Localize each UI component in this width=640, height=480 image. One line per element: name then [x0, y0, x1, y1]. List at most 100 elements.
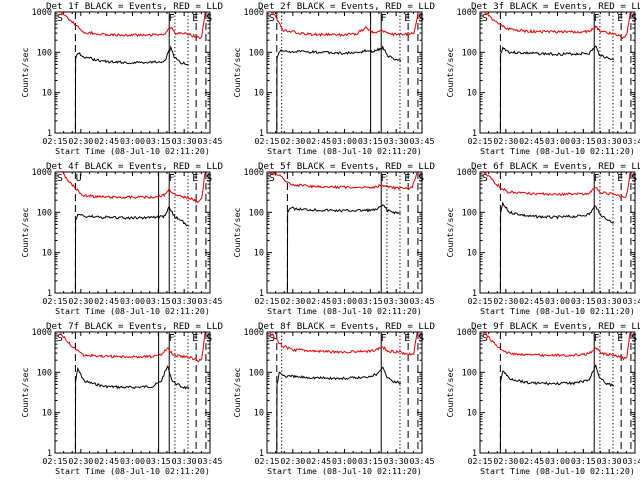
x-tick-label: 03:45 — [623, 456, 640, 466]
detector-chart: Det 2f BLACK = Events, RED = LLD 1 10 100 10… — [232, 1, 435, 156]
x-tick-label: 02:45 — [519, 456, 544, 466]
detector-chart: Det 4f BLACK = Events, RED = LLD 1 10 100 10… — [20, 161, 223, 316]
y-tick-label: 1 — [472, 129, 477, 139]
x-tick-label: 03:15 — [358, 296, 383, 306]
detector-chart: Det 6f BLACK = Events, RED = LLD 1 10 100 10… — [445, 161, 640, 316]
events-series-line — [499, 45, 615, 133]
event-marker-label: F — [169, 13, 175, 24]
x-tick-label: 03:00 — [545, 136, 570, 146]
x-tick-label: 02:15 — [468, 456, 493, 466]
detector-chart: Det 8f BLACK = Events, RED = LLD 1 10 100 10… — [232, 321, 435, 476]
chart-title: Det 5f BLACK = Events, RED = LLD — [258, 161, 435, 172]
lld-series-line — [59, 172, 206, 204]
event-marker-label: S — [269, 173, 275, 184]
y-tick-label: 10 — [254, 249, 264, 259]
y-axis-label: Counts/sec — [445, 208, 455, 258]
event-marker-label: E — [404, 333, 410, 344]
x-tick-label: 02:30 — [493, 456, 518, 466]
plot-frame — [266, 331, 423, 454]
x-tick-label: 03:30 — [172, 136, 197, 146]
events-series-line — [499, 201, 614, 293]
y-tick-label: 1000 — [244, 168, 264, 178]
y-tick-label: 10 — [42, 89, 52, 99]
lld-series-line — [481, 332, 631, 361]
detector-chart: Det 1f BLACK = Events, RED = LLD 1 10 100 10… — [20, 1, 223, 156]
y-axis-label: Counts/sec — [445, 48, 455, 98]
event-marker-label: E — [404, 173, 410, 184]
x-tick-label: 02:30 — [68, 296, 93, 306]
x-tick-label: 02:15 — [43, 296, 68, 306]
x-tick-label: 02:15 — [255, 136, 280, 146]
y-tick-label: 100 — [249, 208, 264, 218]
x-tick-label: 02:45 — [519, 136, 544, 146]
x-tick-label: 03:00 — [332, 296, 357, 306]
event-marker-label: F — [594, 13, 600, 24]
y-tick-label: 1000 — [244, 328, 264, 338]
event-marker-label: S — [482, 173, 488, 184]
event-marker-label: S — [57, 13, 63, 24]
lld-series-line — [57, 332, 206, 363]
y-tick-label: 1000 — [244, 8, 264, 18]
chart-title: Det 8f BLACK = Events, RED = LLD — [258, 321, 435, 332]
lld-series-line — [269, 12, 419, 38]
y-tick-label: 1000 — [457, 328, 477, 338]
plot-frame — [479, 331, 636, 454]
y-tick-label: 1 — [259, 289, 264, 299]
y-axis-label: Counts/sec — [20, 368, 30, 418]
y-tick-label: 1000 — [32, 168, 52, 178]
x-axis-label: Start Time (08-Jul-10 02:11:20) — [55, 306, 210, 316]
x-tick-label: 03:00 — [332, 136, 357, 146]
events-series-line — [74, 205, 190, 293]
x-tick-label: 02:45 — [306, 296, 331, 306]
x-tick-label: 03:30 — [597, 136, 622, 146]
x-tick-label: 03:45 — [623, 136, 640, 146]
event-marker-label: E — [192, 173, 198, 184]
x-tick-label: 03:15 — [571, 456, 596, 466]
x-tick-label: 03:30 — [384, 296, 409, 306]
x-tick-label: 02:15 — [468, 136, 493, 146]
plot-frame — [266, 171, 423, 294]
x-axis-label: Start Time (08-Jul-10 02:11:20) — [480, 146, 635, 156]
plot-frame — [54, 11, 211, 134]
events-series-line — [286, 204, 401, 293]
event-marker-label: F — [169, 333, 175, 344]
y-tick-label: 1 — [259, 129, 264, 139]
event-marker-label: S — [57, 173, 63, 184]
x-tick-label: 03:15 — [571, 296, 596, 306]
x-tick-label: 03:45 — [410, 136, 435, 146]
detector-chart: Det 5f BLACK = Events, RED = LLD 1 10 100 10… — [232, 161, 435, 316]
event-marker-label: S — [631, 173, 637, 184]
event-marker-label: S — [418, 333, 424, 344]
x-tick-label: 02:45 — [306, 456, 331, 466]
events-series-line — [74, 365, 190, 453]
y-tick-label: 1 — [472, 289, 477, 299]
event-marker-label: S — [631, 13, 637, 24]
event-marker-label: E — [192, 13, 198, 24]
x-tick-label: 03:30 — [597, 296, 622, 306]
y-axis-label: Counts/sec — [20, 48, 30, 98]
x-axis-label: Start Time (08-Jul-10 02:11:20) — [267, 306, 422, 316]
x-tick-label: 02:30 — [68, 136, 93, 146]
x-tick-label: 03:15 — [571, 136, 596, 146]
y-tick-label: 1 — [259, 449, 264, 459]
x-tick-label: 03:45 — [198, 456, 223, 466]
x-tick-label: 03:45 — [410, 456, 435, 466]
y-tick-label: 100 — [37, 208, 52, 218]
y-tick-label: 1000 — [457, 8, 477, 18]
detector-chart: Det 9f BLACK = Events, RED = LLD 1 10 100 10… — [445, 321, 640, 476]
plot-frame — [479, 11, 636, 134]
event-marker-label: E — [404, 13, 410, 24]
x-tick-label: 02:45 — [94, 136, 119, 146]
x-axis-label: Start Time (08-Jul-10 02:11:20) — [55, 466, 210, 476]
x-axis-label: Start Time (08-Jul-10 02:11:20) — [267, 146, 422, 156]
lld-series-line — [267, 172, 418, 191]
chart-title: Det 6f BLACK = Events, RED = LLD — [471, 161, 640, 172]
y-axis-label: Counts/sec — [232, 368, 242, 418]
event-marker-label: F — [169, 173, 175, 184]
x-tick-label: 03:00 — [120, 456, 145, 466]
x-tick-label: 02:45 — [94, 456, 119, 466]
x-tick-label: 03:45 — [198, 296, 223, 306]
x-axis-label: Start Time (08-Jul-10 02:11:20) — [55, 146, 210, 156]
chart-title: Det 7f BLACK = Events, RED = LLD — [46, 321, 223, 332]
x-tick-label: 02:45 — [94, 296, 119, 306]
